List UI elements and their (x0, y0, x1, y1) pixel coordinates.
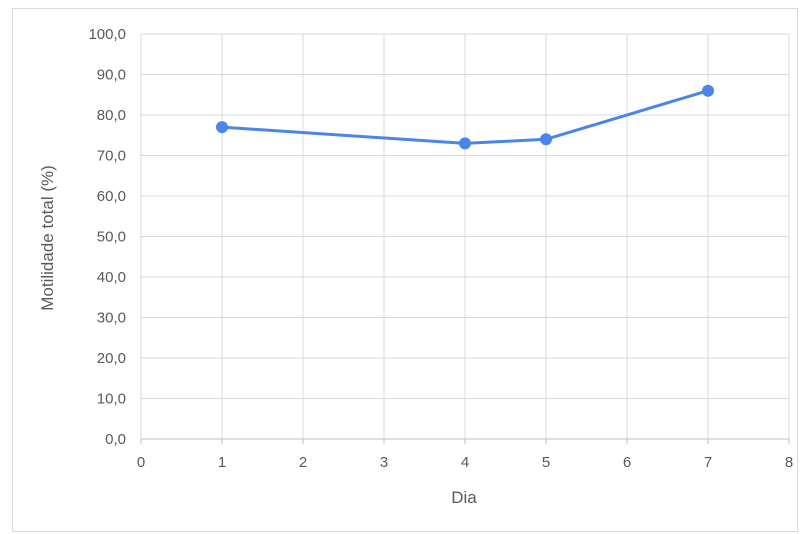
x-tick-label: 2 (299, 454, 307, 471)
y-axis-title: Motilidade total (%) (38, 165, 57, 311)
x-tick-label: 7 (704, 454, 712, 471)
y-tick-label: 50,0 (97, 229, 126, 246)
chart-frame (12, 8, 798, 532)
y-tick-labels: 0,0 10,0 20,0 30,0 40,0 50,0 60,0 70,0 80,0 90,0 1… (88, 26, 126, 448)
y-tick-label: 80,0 (97, 107, 126, 124)
y-tick-label: 30,0 (97, 310, 126, 327)
grid-lines (140, 33, 790, 444)
x-tick-label: 5 (542, 454, 550, 471)
x-tick-label: 1 (218, 454, 226, 471)
y-tick-label: 100,0 (88, 26, 126, 43)
x-tick-label: 3 (380, 454, 388, 471)
x-tick-label: 8 (785, 454, 793, 471)
x-tick-label: 0 (137, 454, 145, 471)
x-axis-title: Dia (451, 488, 477, 507)
data-point (702, 84, 714, 97)
y-tick-label: 10,0 (97, 391, 126, 408)
y-tick-label: 70,0 (97, 148, 126, 165)
y-tick-label: 60,0 (97, 188, 126, 205)
x-tick-label: 4 (461, 454, 469, 471)
series-line (220, 89, 710, 145)
y-tick-label: 20,0 (97, 350, 126, 367)
y-tick-label: 40,0 (97, 269, 126, 286)
data-point (459, 137, 471, 150)
x-tick-labels: 0 1 2 3 4 5 6 7 8 (137, 454, 793, 471)
series-layer (216, 84, 714, 150)
data-point (540, 133, 552, 146)
data-point (216, 121, 228, 134)
y-tick-label: 90,0 (97, 67, 126, 84)
x-tick-label: 6 (623, 454, 631, 471)
y-tick-label: 0,0 (105, 431, 126, 448)
